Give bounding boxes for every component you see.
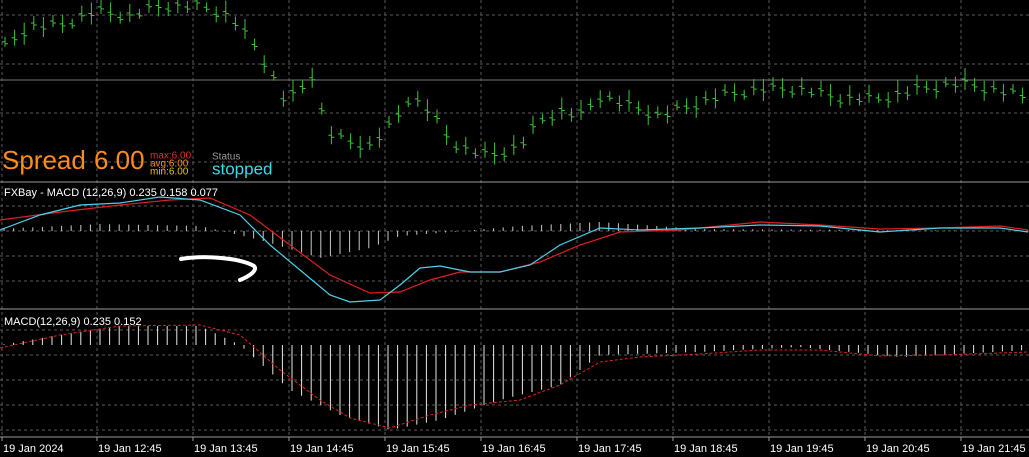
time-label: 19 Jan 14:45 [290,443,354,455]
time-label: 19 Jan 18:45 [674,443,738,455]
spread-min: min:6.00 [150,167,189,178]
spread-label: Spread [2,145,86,175]
panel-title: FXBay - MACD (12,26,9) 0.235 0.158 0.077 [4,187,218,199]
spread-avg: avg:6.00 [150,159,189,170]
grid [0,0,1029,437]
annotation-arrow [179,255,257,282]
time-label: 19 Jan 13:45 [194,443,258,455]
panel-title: MACD(12,26,9) 0.235 0.152 [4,316,142,328]
time-label: 19 Jan 17:45 [578,443,642,455]
signal-line [0,324,1029,429]
signal-line [0,197,1029,294]
time-label: 19 Jan 19:45 [770,443,834,455]
time-label: 19 Jan 20:45 [866,443,930,455]
time-label: 19 Jan 16:45 [482,443,546,455]
time-label: 19 Jan 21:45 [962,443,1026,455]
time-label: 19 Jan 2024 [3,443,64,455]
time-axis: 19 Jan 2024 19 Jan 12:45 19 Jan 13:45 19 Ja… [1,437,1026,455]
time-label: 19 Jan 12:45 [98,443,162,455]
histogram [3,326,1023,430]
spread-max: max:6.00 [150,151,192,162]
time-label: 19 Jan 15:45 [386,443,450,455]
spread-value: 6.00 [94,145,145,175]
macd-line [0,196,1029,303]
status-value: stopped [212,159,273,178]
price-bars [2,0,1026,165]
status-label: Status [212,152,240,163]
